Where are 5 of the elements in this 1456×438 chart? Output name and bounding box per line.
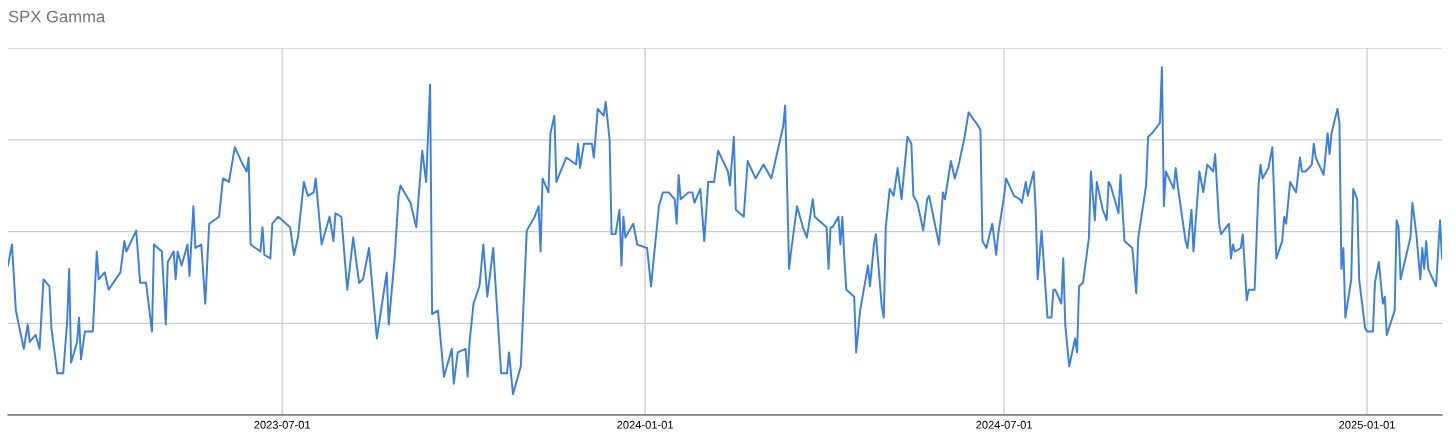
x-tick-label: 2024-07-01: [976, 420, 1032, 429]
x-tick-label: 2023-07-01: [254, 420, 311, 429]
chart-title: SPX Gamma: [8, 10, 106, 23]
x-tick-label: 2025-01-01: [1339, 420, 1395, 429]
x-tick-label: 2024-01-01: [617, 420, 673, 429]
